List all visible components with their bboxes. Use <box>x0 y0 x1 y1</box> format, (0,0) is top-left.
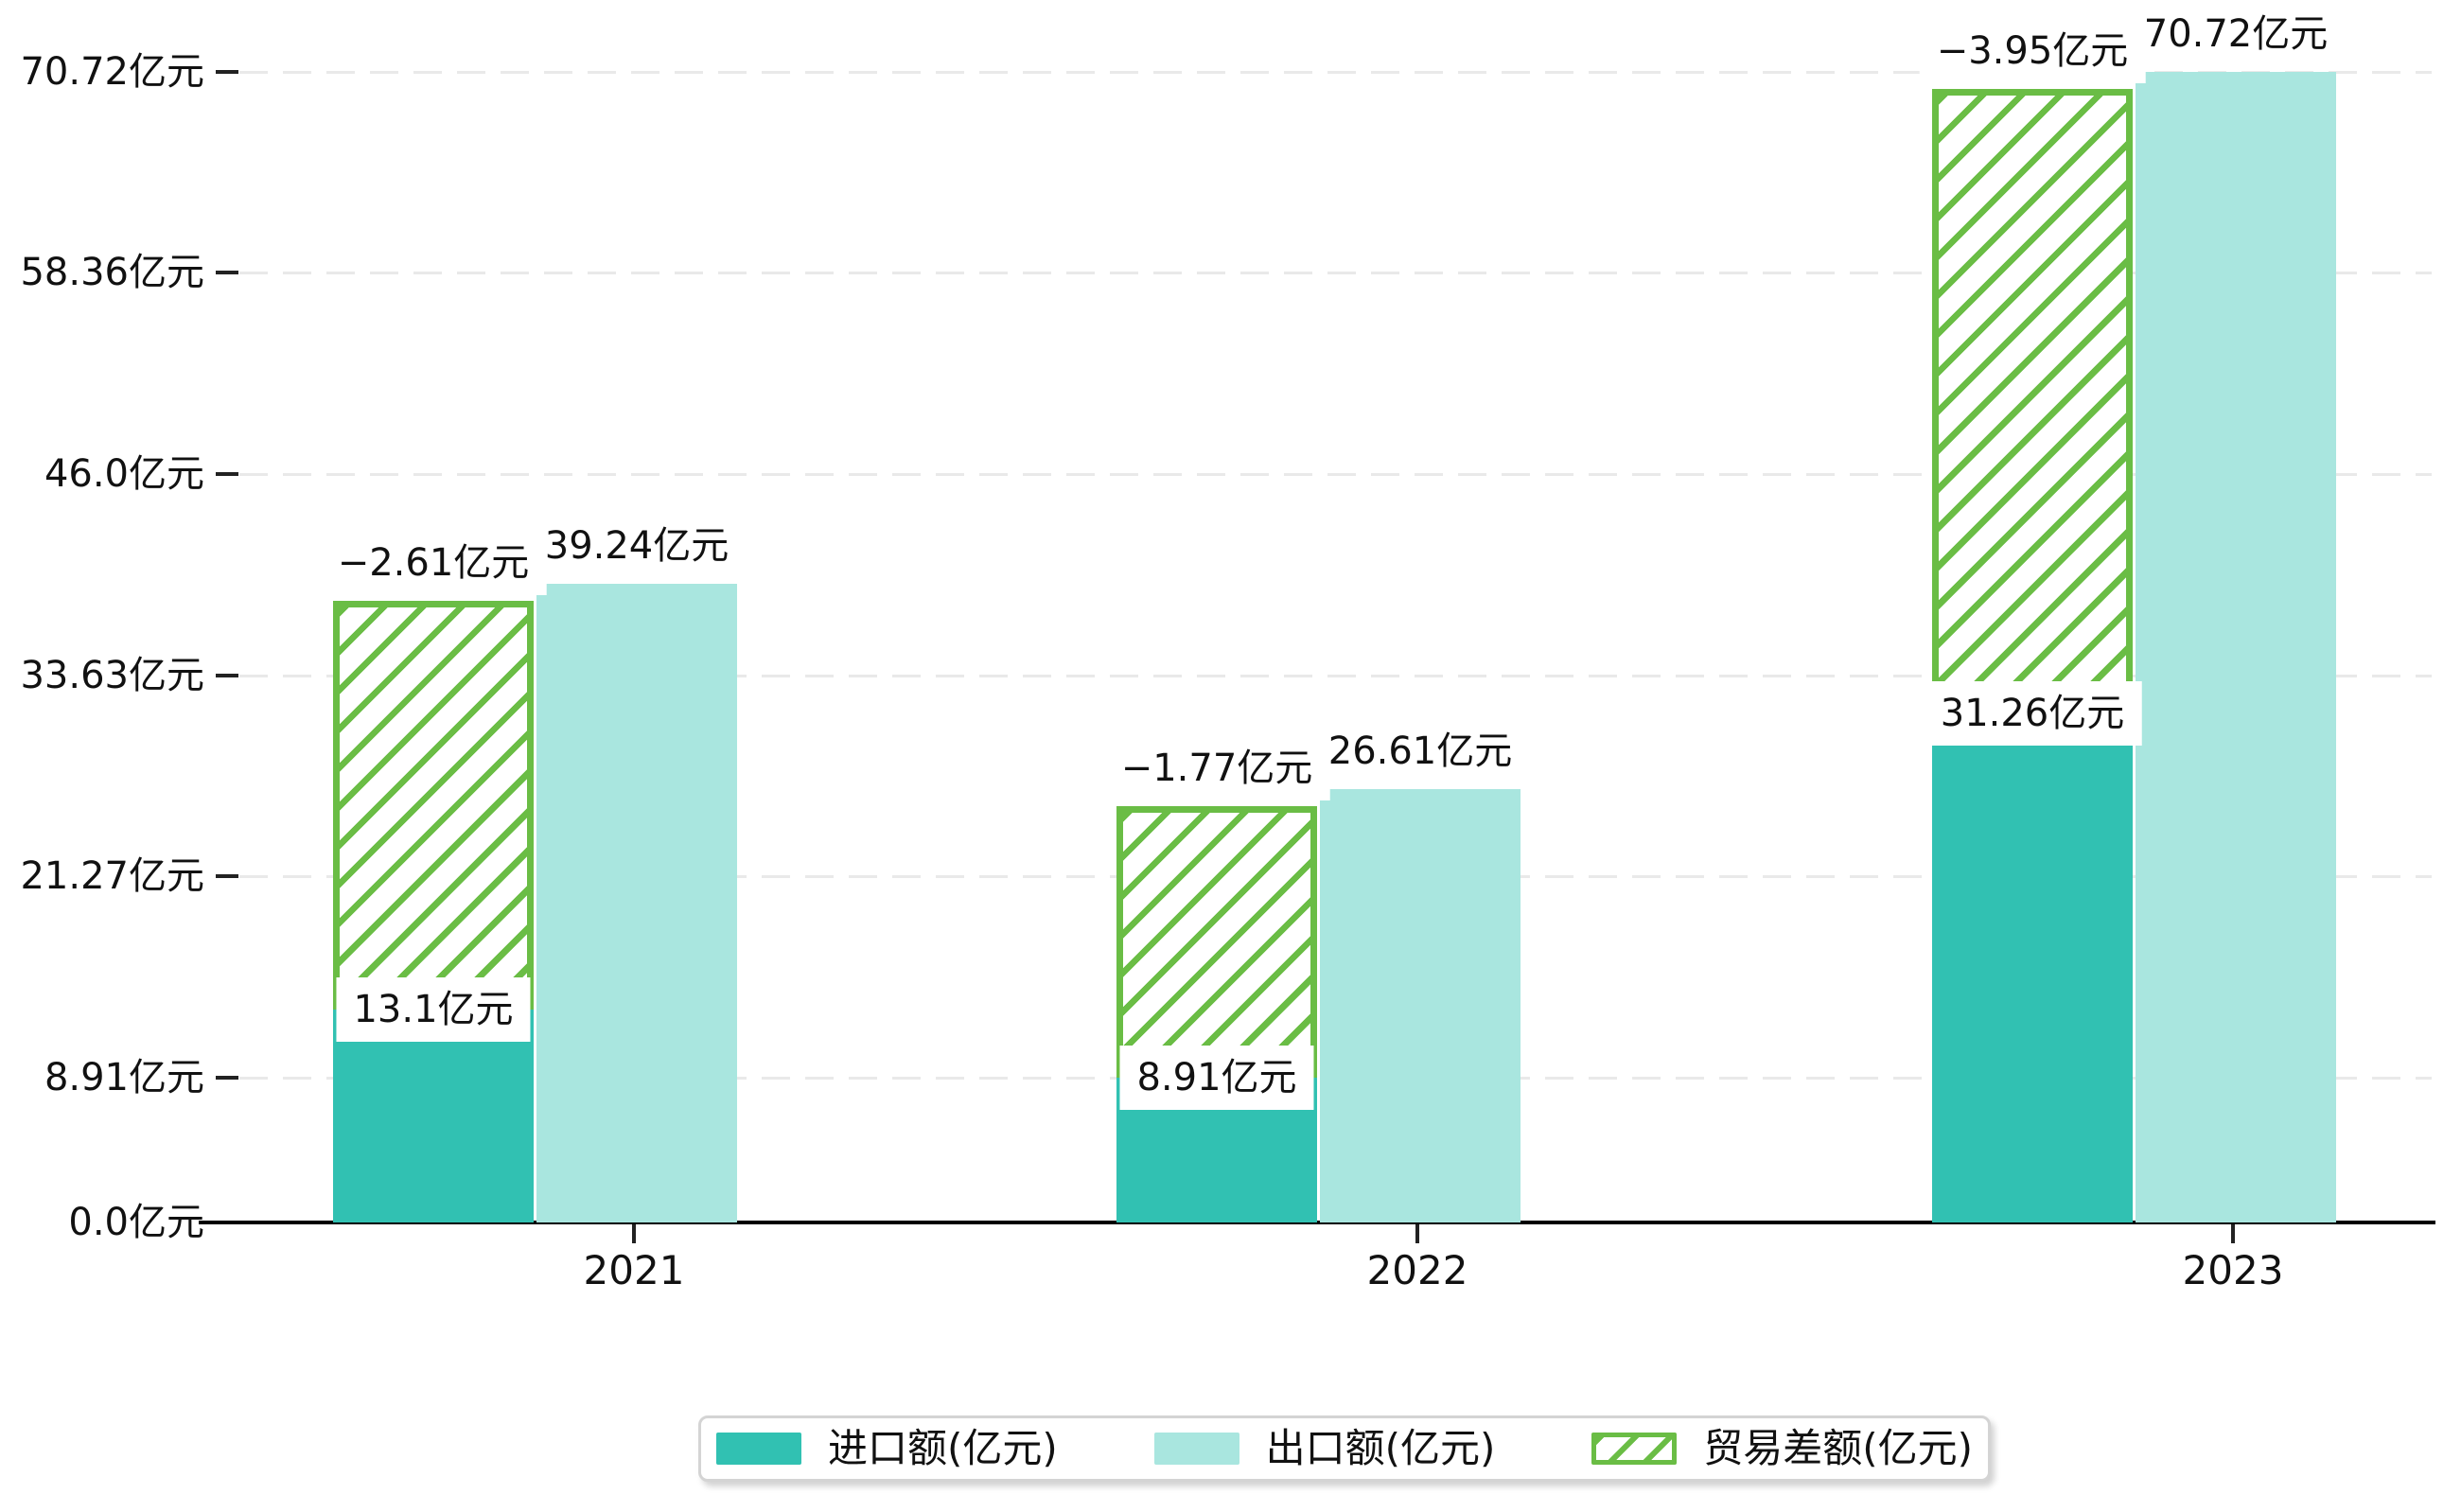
trade-balance-bar[interactable] <box>333 601 534 1010</box>
legend-label-trade-balance: 贸易差额(亿元) <box>1703 1425 1973 1471</box>
trade-balance-value-label: −2.61亿元 <box>320 531 547 596</box>
x-axis-year-label: 2022 <box>1366 1247 1468 1293</box>
x-axis-tick <box>1415 1224 1419 1243</box>
x-axis-tick <box>2231 1224 2235 1243</box>
legend-swatch-import <box>716 1433 801 1465</box>
export-value-label: 26.61亿元 <box>1310 719 1530 784</box>
y-axis-tick <box>216 673 238 677</box>
gridline <box>239 674 2432 677</box>
gridline <box>239 70 2432 74</box>
legend-swatch-trade-balance <box>1591 1433 1678 1465</box>
export-value-label: 39.24亿元 <box>527 514 747 579</box>
legend-item-import[interactable]: 进口额(亿元) <box>716 1429 1058 1468</box>
y-axis-tick <box>216 874 238 879</box>
x-axis-line <box>199 1221 2435 1224</box>
import-bar[interactable] <box>1932 713 2133 1222</box>
x-axis-year-label: 2023 <box>2182 1247 2284 1293</box>
x-axis-year-label: 2021 <box>583 1247 685 1293</box>
y-axis-tick-label: 8.91亿元 <box>44 1055 204 1099</box>
y-axis-tick <box>216 471 238 476</box>
legend-item-trade-balance[interactable]: 贸易差额(亿元) <box>1591 1429 1973 1468</box>
gridline <box>239 272 2432 275</box>
x-axis-tick <box>632 1224 636 1243</box>
import-value-label: 31.26亿元 <box>1923 681 2142 747</box>
trade-balance-value-label: −3.95亿元 <box>1919 18 2146 83</box>
y-axis-tick-label: 46.0亿元 <box>44 451 204 496</box>
y-axis-tick <box>216 1075 238 1080</box>
export-bar[interactable] <box>536 584 737 1222</box>
y-axis-tick-label: 0.0亿元 <box>68 1201 204 1244</box>
export-bar[interactable] <box>2136 71 2336 1222</box>
y-axis-tick <box>216 69 238 74</box>
import-value-label: 13.1亿元 <box>336 976 531 1042</box>
legend: 进口额(亿元) 出口额(亿元) 贸易差额(亿元) <box>698 1415 1991 1482</box>
gridline <box>239 472 2432 476</box>
import-bar[interactable] <box>333 1009 534 1222</box>
export-bar[interactable] <box>1320 789 1521 1222</box>
legend-label-import: 进口额(亿元) <box>828 1425 1058 1471</box>
trade-balance-bar[interactable] <box>1116 806 1317 1078</box>
y-axis-tick-label: 21.27亿元 <box>20 854 204 899</box>
legend-label-export: 出口额(亿元) <box>1265 1425 1496 1471</box>
import-value-label: 8.91亿元 <box>1119 1045 1314 1110</box>
trade-balance-bar[interactable] <box>1932 88 2133 714</box>
y-axis-tick-label: 33.63亿元 <box>20 653 204 697</box>
legend-item-export[interactable]: 出口额(亿元) <box>1153 1425 1496 1471</box>
export-value-label: 70.72亿元 <box>2126 1 2346 66</box>
y-axis-tick-label: 70.72亿元 <box>20 49 204 94</box>
legend-swatch-export <box>1153 1433 1239 1465</box>
y-axis-tick <box>216 271 238 275</box>
trade-balance-value-label: −1.77亿元 <box>1103 736 1330 801</box>
y-axis-tick-label: 58.36亿元 <box>20 251 204 295</box>
